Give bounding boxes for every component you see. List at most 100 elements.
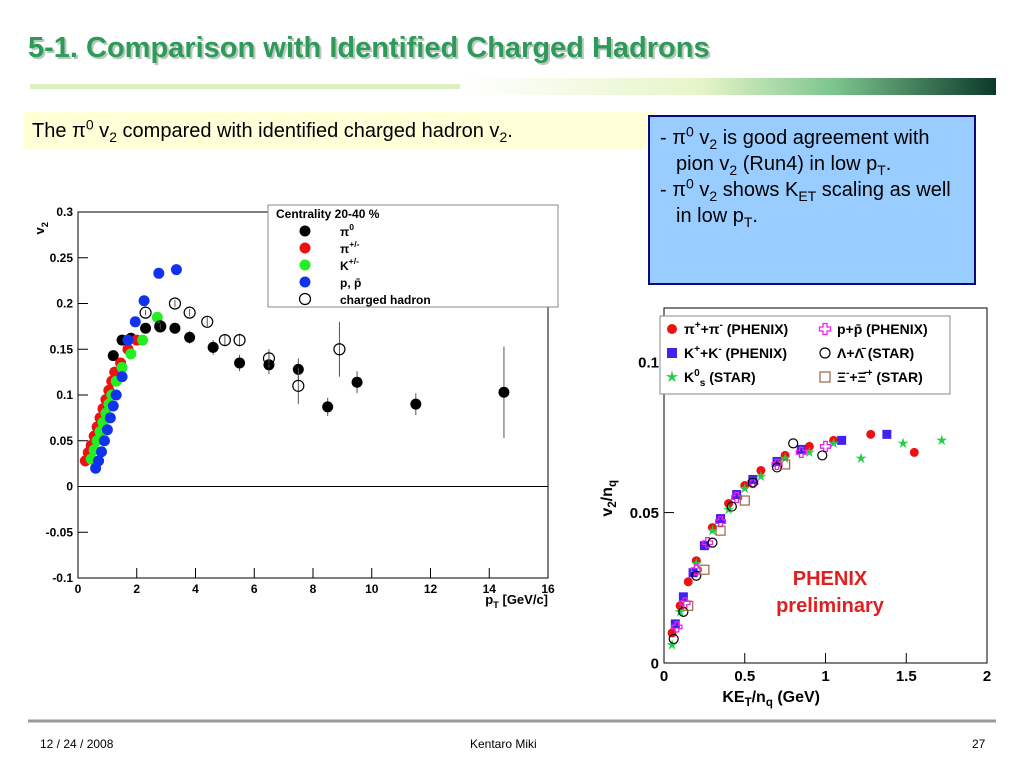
text-run: T bbox=[877, 162, 886, 178]
text-run: π bbox=[340, 225, 349, 239]
x-tick-label: 10 bbox=[365, 582, 379, 596]
text-run: 2 bbox=[709, 188, 718, 204]
text-run: - π bbox=[660, 127, 687, 149]
marker bbox=[819, 440, 832, 452]
marker bbox=[107, 350, 119, 362]
marker bbox=[322, 401, 334, 413]
y-tick-label: 0.3 bbox=[56, 205, 73, 219]
marker bbox=[739, 495, 750, 506]
marker bbox=[498, 386, 510, 398]
legend-label: K+/- bbox=[340, 256, 359, 273]
text-run: - bbox=[718, 344, 721, 355]
text-run: +/- bbox=[349, 256, 359, 266]
legend-marker bbox=[299, 276, 311, 288]
marker bbox=[788, 438, 799, 449]
marker bbox=[732, 490, 742, 500]
text-run: +Ξ̄ bbox=[849, 369, 869, 385]
marker bbox=[201, 315, 214, 328]
marker bbox=[855, 452, 867, 464]
text-run: + bbox=[867, 368, 873, 379]
marker bbox=[723, 503, 735, 515]
text-run: K bbox=[684, 345, 694, 361]
legend-marker bbox=[818, 322, 832, 336]
legend-marker bbox=[299, 259, 311, 271]
legend-label: K0s (STAR) bbox=[684, 368, 756, 389]
marker bbox=[699, 564, 710, 575]
marker bbox=[780, 459, 791, 470]
marker bbox=[153, 267, 165, 279]
text-run: K bbox=[684, 369, 694, 385]
marker bbox=[183, 306, 196, 319]
text-run: K bbox=[340, 259, 349, 273]
text-run: scaling as well in low p bbox=[676, 179, 951, 227]
y-tick-label: 0.1 bbox=[56, 388, 73, 402]
marker bbox=[702, 537, 714, 549]
marker bbox=[882, 429, 892, 439]
x-axis-label: KET/nq (GeV) bbox=[722, 689, 820, 709]
marker bbox=[110, 389, 122, 401]
marker bbox=[771, 458, 783, 471]
marker bbox=[796, 444, 806, 454]
marker bbox=[683, 577, 693, 587]
marker bbox=[116, 362, 128, 374]
marker bbox=[107, 400, 119, 412]
footer-date: 12 / 24 / 2008 bbox=[40, 737, 114, 751]
text-run: 2 bbox=[607, 501, 619, 507]
text-run: 0 bbox=[686, 175, 694, 192]
marker bbox=[837, 435, 847, 445]
footer-author: Kentaro Miki bbox=[470, 737, 537, 751]
text-run: The π bbox=[32, 120, 86, 142]
text-run: 2 bbox=[709, 136, 718, 152]
legend-label: Ξ-+Ξ̄+ (STAR) bbox=[837, 368, 923, 385]
marker bbox=[138, 295, 150, 307]
x-tick-label: 0.5 bbox=[734, 668, 755, 685]
text-run: 2 bbox=[109, 129, 117, 145]
marker bbox=[410, 398, 422, 410]
legend-marker bbox=[298, 292, 312, 306]
marker bbox=[675, 601, 685, 611]
text-run: q bbox=[766, 697, 773, 709]
x-tick-label: 4 bbox=[192, 582, 199, 596]
text-run: +π bbox=[701, 321, 720, 337]
marker bbox=[233, 334, 246, 347]
legend-label: p, p̄ bbox=[340, 276, 361, 290]
legend-label: π+/- bbox=[340, 239, 360, 256]
text-run: - bbox=[720, 320, 723, 331]
text-run: /n bbox=[599, 487, 616, 501]
marker bbox=[803, 446, 815, 458]
text-run: 2 bbox=[729, 162, 738, 178]
x-tick-label: 0 bbox=[75, 582, 82, 596]
text-run: (PHENIX) bbox=[723, 321, 788, 337]
marker bbox=[351, 376, 363, 388]
y-tick-label: -0.1 bbox=[52, 571, 73, 585]
text-run: 0 bbox=[694, 368, 700, 379]
text-run: 0 bbox=[349, 222, 354, 232]
y-tick-label: 0.2 bbox=[56, 297, 73, 311]
text-run: π bbox=[340, 242, 349, 256]
marker bbox=[169, 322, 181, 334]
text-run: 2 bbox=[40, 222, 50, 227]
y-tick-label: 0.1 bbox=[638, 354, 659, 371]
x-tick-label: 2 bbox=[983, 668, 991, 685]
marker bbox=[678, 592, 688, 602]
marker bbox=[234, 357, 246, 369]
x-tick-label: 1.5 bbox=[896, 668, 917, 685]
text-run: + bbox=[695, 320, 701, 331]
legend-label: p+p̄ (PHENIX) bbox=[837, 321, 928, 337]
text-run: Λ+Λ̄ (STAR) bbox=[837, 345, 914, 361]
legend-marker bbox=[667, 324, 677, 334]
marker bbox=[666, 639, 678, 650]
text-run: (STAR) bbox=[872, 369, 922, 385]
marker bbox=[207, 341, 219, 353]
marker bbox=[731, 491, 743, 504]
y-axis-label: v2 bbox=[32, 222, 50, 234]
legend-label: K++K- (PHENIX) bbox=[684, 344, 787, 361]
marker bbox=[699, 541, 709, 551]
marker bbox=[726, 501, 737, 512]
text-run: T bbox=[745, 697, 752, 709]
x-tick-label: 2 bbox=[133, 582, 140, 596]
marker bbox=[691, 570, 702, 581]
text-run: (GeV) bbox=[773, 689, 820, 706]
